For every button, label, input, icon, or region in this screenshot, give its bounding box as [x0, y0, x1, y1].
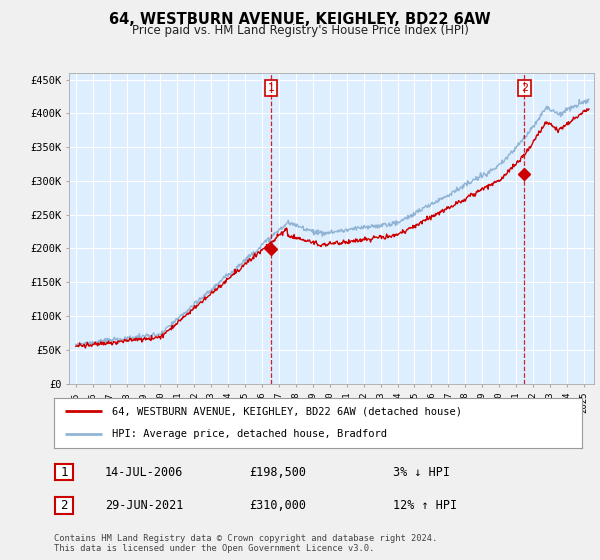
- Text: 64, WESTBURN AVENUE, KEIGHLEY, BD22 6AW (detached house): 64, WESTBURN AVENUE, KEIGHLEY, BD22 6AW …: [112, 406, 462, 416]
- Text: 2: 2: [521, 83, 528, 93]
- Text: 64, WESTBURN AVENUE, KEIGHLEY, BD22 6AW: 64, WESTBURN AVENUE, KEIGHLEY, BD22 6AW: [109, 12, 491, 27]
- Text: Contains HM Land Registry data © Crown copyright and database right 2024.
This d: Contains HM Land Registry data © Crown c…: [54, 534, 437, 553]
- Text: 14-JUL-2006: 14-JUL-2006: [105, 465, 184, 479]
- Text: 3% ↓ HPI: 3% ↓ HPI: [393, 465, 450, 479]
- Text: £198,500: £198,500: [249, 465, 306, 479]
- Text: 29-JUN-2021: 29-JUN-2021: [105, 499, 184, 512]
- Text: £310,000: £310,000: [249, 499, 306, 512]
- Text: 12% ↑ HPI: 12% ↑ HPI: [393, 499, 457, 512]
- Text: 1: 1: [61, 465, 68, 479]
- Text: 1: 1: [268, 83, 275, 93]
- Text: Price paid vs. HM Land Registry's House Price Index (HPI): Price paid vs. HM Land Registry's House …: [131, 24, 469, 36]
- Text: HPI: Average price, detached house, Bradford: HPI: Average price, detached house, Brad…: [112, 430, 387, 440]
- Text: 2: 2: [61, 499, 68, 512]
